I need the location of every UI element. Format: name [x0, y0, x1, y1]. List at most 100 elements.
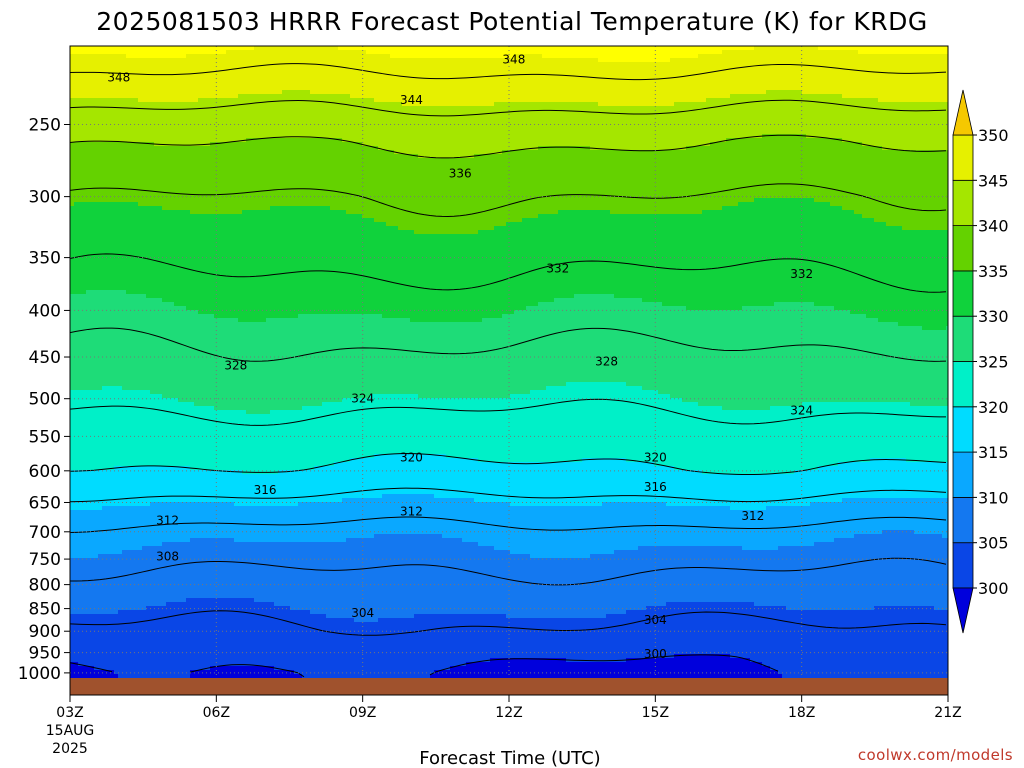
- heat-cell: [94, 490, 99, 495]
- heat-cell: [146, 58, 151, 63]
- heat-cell: [174, 250, 179, 255]
- heat-cell: [78, 82, 83, 87]
- heat-cell: [174, 382, 179, 387]
- heat-cell: [174, 450, 179, 455]
- heat-cell: [94, 98, 99, 103]
- heat-cell: [138, 438, 143, 443]
- heat-cell: [150, 274, 155, 279]
- heat-cell: [82, 654, 87, 659]
- heat-cell: [142, 238, 147, 243]
- heat-cell: [94, 318, 99, 323]
- heat-cell: [174, 402, 179, 407]
- heat-cell: [86, 554, 91, 559]
- heat-cell: [182, 674, 187, 679]
- heat-cell: [178, 238, 183, 243]
- heat-cell: [190, 98, 195, 103]
- heat-cell: [174, 98, 179, 103]
- heat-cell: [78, 630, 83, 635]
- heat-cell: [170, 258, 175, 263]
- heat-cell: [102, 166, 107, 171]
- heat-cell: [98, 394, 103, 399]
- heat-cell: [158, 222, 163, 227]
- heat-cell: [174, 542, 179, 547]
- heat-cell: [118, 54, 123, 59]
- heat-cell: [98, 134, 103, 139]
- heat-cell: [110, 478, 115, 483]
- heat-cell: [142, 666, 147, 671]
- heat-cell: [106, 98, 111, 103]
- heat-cell: [134, 238, 139, 243]
- heat-cell: [114, 222, 119, 227]
- heat-cell: [134, 390, 139, 395]
- heat-cell: [86, 506, 91, 511]
- heat-cell: [130, 118, 135, 123]
- heat-cell: [170, 374, 175, 379]
- heat-cell: [90, 538, 95, 543]
- heat-cell: [94, 82, 99, 87]
- heat-cell: [110, 386, 115, 391]
- heat-cell: [70, 230, 75, 235]
- heat-cell: [166, 178, 171, 183]
- heat-cell: [98, 218, 103, 223]
- heat-cell: [114, 338, 119, 343]
- heat-cell: [102, 74, 107, 79]
- heat-cell: [114, 150, 119, 155]
- heat-cell: [102, 258, 107, 263]
- heat-cell: [90, 418, 95, 423]
- heat-cell: [138, 162, 143, 167]
- heat-cell: [146, 106, 151, 111]
- heat-cell: [166, 630, 171, 635]
- heat-cell: [78, 198, 83, 203]
- heat-cell: [182, 578, 187, 583]
- heat-cell: [102, 266, 107, 271]
- heat-cell: [102, 366, 107, 371]
- heat-cell: [150, 338, 155, 343]
- heat-cell: [74, 230, 79, 235]
- heat-cell: [74, 354, 79, 359]
- heat-cell: [158, 662, 163, 667]
- heat-cell: [114, 142, 119, 147]
- heat-cell: [170, 62, 175, 67]
- heat-cell: [162, 446, 167, 451]
- heat-cell: [178, 114, 183, 119]
- heat-cell: [186, 338, 191, 343]
- heat-cell: [86, 246, 91, 251]
- heat-cell: [74, 482, 79, 487]
- heat-cell: [170, 274, 175, 279]
- heat-cell: [86, 66, 91, 71]
- heat-cell: [178, 102, 183, 107]
- heat-cell: [98, 610, 103, 615]
- heat-cell: [70, 130, 75, 135]
- heat-cell: [130, 226, 135, 231]
- heat-cell: [146, 418, 151, 423]
- heat-cell: [82, 626, 87, 631]
- heat-cell: [78, 346, 83, 351]
- heat-cell: [154, 362, 159, 367]
- heat-cell: [158, 94, 163, 99]
- heat-cell: [74, 402, 79, 407]
- heat-cell: [126, 242, 131, 247]
- heat-cell: [162, 438, 167, 443]
- heat-cell: [170, 142, 175, 147]
- heat-cell: [86, 346, 91, 351]
- heat-cell: [78, 342, 83, 347]
- heat-cell: [130, 566, 135, 571]
- heat-cell: [162, 62, 167, 67]
- heat-cell: [142, 50, 147, 55]
- heat-cell: [70, 110, 75, 115]
- heat-cell: [162, 450, 167, 455]
- heat-cell: [70, 574, 75, 579]
- heat-cell: [146, 50, 151, 55]
- heat-cell: [158, 578, 163, 583]
- heat-cell: [82, 158, 87, 163]
- heat-cell: [74, 286, 79, 291]
- heat-cell: [130, 642, 135, 647]
- heat-cell: [102, 158, 107, 163]
- heat-cell: [146, 454, 151, 459]
- heat-cell: [114, 426, 119, 431]
- heat-cell: [162, 482, 167, 487]
- heat-cell: [142, 658, 147, 663]
- heat-cell: [110, 202, 115, 207]
- heat-cell: [102, 674, 107, 679]
- heat-cell: [82, 422, 87, 427]
